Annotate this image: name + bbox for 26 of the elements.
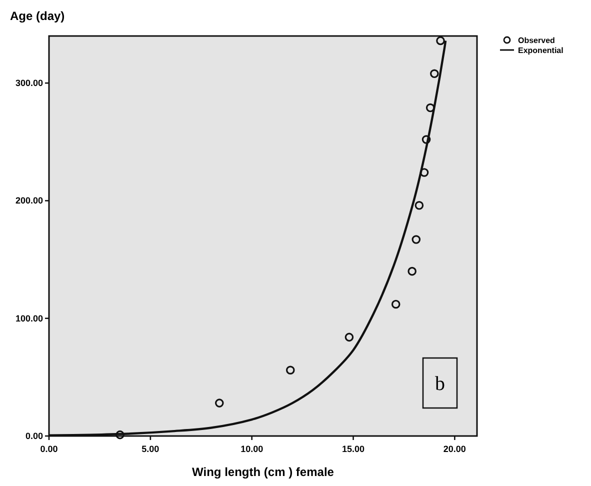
y-tick-label: 200.00: [15, 196, 43, 206]
y-tick-label: 300.00: [15, 78, 43, 88]
y-axis-title: Age (day): [10, 9, 65, 23]
x-tick-label: 10.00: [240, 444, 264, 454]
x-tick-label: 20.00: [443, 444, 466, 454]
point: [214, 398, 224, 408]
x-tick-label: 0.00: [40, 444, 58, 454]
y-tick-label: 100.00: [15, 313, 43, 324]
point: [412, 235, 421, 244]
point: [408, 266, 416, 276]
annotation: b: [435, 373, 445, 395]
point: [422, 135, 431, 144]
point: [116, 430, 124, 440]
x-tick-label: 15.00: [342, 444, 365, 454]
x-tick-label: 5.00: [142, 444, 160, 454]
legend-label: Exponential: [518, 46, 564, 55]
point: [414, 201, 424, 210]
point: [344, 332, 354, 342]
point: [430, 69, 439, 78]
legend-label: Observed: [518, 36, 556, 45]
y-tick-label: 0.00: [25, 431, 43, 441]
point: [436, 36, 445, 46]
point: [391, 300, 400, 309]
point: [420, 168, 429, 177]
point: [286, 366, 295, 375]
x-axis-title: Wing length (cm ) female: [192, 465, 334, 479]
